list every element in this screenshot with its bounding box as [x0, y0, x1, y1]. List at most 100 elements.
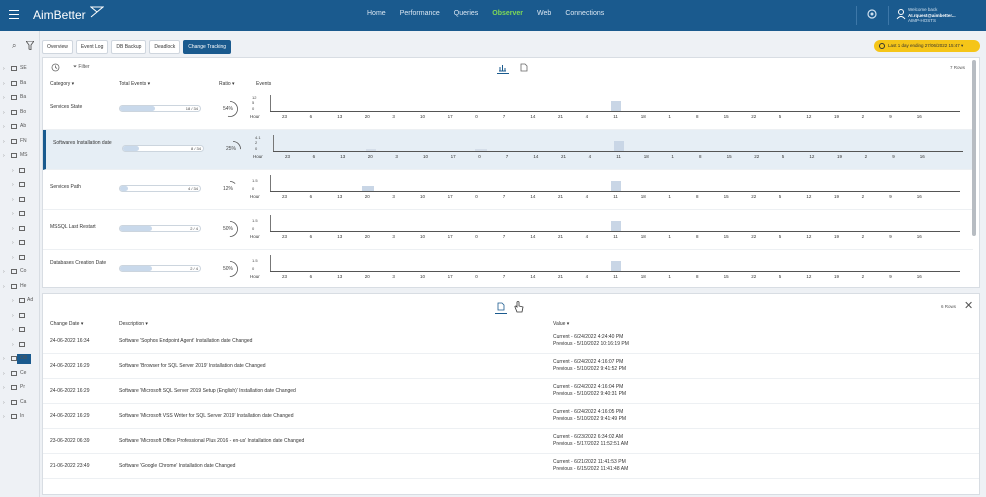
table-row[interactable]: 24-06-2022 16:29 Software 'Microsoft SQL …: [43, 379, 979, 404]
expand-chevron-icon[interactable]: ›: [12, 225, 14, 232]
column-header-value[interactable]: Value ▾: [553, 321, 570, 327]
event-bar[interactable]: [475, 149, 488, 151]
hamburger-menu-icon[interactable]: [9, 10, 19, 20]
category-row[interactable]: Databases Creation Date 2 / 4 50% 1.5 0 Hour 2…: [43, 250, 973, 290]
table-row[interactable]: 21-06-2022 23:49 Software 'Google Chrome'…: [43, 454, 979, 479]
expand-chevron-icon[interactable]: ›: [3, 109, 5, 116]
nav-web[interactable]: Web: [537, 10, 552, 17]
expand-chevron-icon[interactable]: ›: [12, 167, 14, 174]
expand-chevron-icon[interactable]: ›: [12, 327, 14, 333]
event-bar[interactable]: [611, 101, 622, 111]
event-bar[interactable]: [611, 261, 622, 271]
events-timeline-chart[interactable]: 1.5 0 Hour 23 6 13 20 3 10 17 0 7 14 21 4 11 18 1 8 15 22 5 12…: [250, 173, 962, 207]
expand-chevron-icon[interactable]: ›: [3, 138, 5, 145]
server-tree-item[interactable]: › SE: [0, 64, 40, 74]
expand-chevron-icon[interactable]: ›: [12, 254, 14, 261]
server-tree-item[interactable]: › Ca: [0, 398, 40, 408]
expand-chevron-icon[interactable]: ›: [12, 240, 14, 246]
column-header-description[interactable]: Description ▾: [119, 321, 148, 327]
server-tree-item[interactable]: ›: [0, 238, 40, 248]
nav-performance[interactable]: Performance: [399, 10, 440, 17]
expand-chevron-icon[interactable]: ›: [12, 211, 14, 217]
tab-overview[interactable]: Overview: [42, 40, 73, 54]
expand-chevron-icon[interactable]: ›: [12, 196, 14, 203]
events-timeline-chart[interactable]: 1.5 0 Hour 23 6 13 20 3 10 17 0 7 14 21 4 11 18 1 8 15 22 5 12…: [250, 213, 962, 247]
server-tree-item[interactable]: › Ab: [0, 122, 40, 132]
server-tree-item[interactable]: › Co: [0, 267, 40, 277]
export-document-icon[interactable]: [520, 63, 528, 72]
server-tree-item[interactable]: ›: [0, 325, 40, 335]
server-tree-item[interactable]: › FN: [0, 137, 40, 147]
server-tree-item[interactable]: › OB: [0, 354, 40, 364]
table-row[interactable]: 23-06-2022 06:39 Software 'Microsoft Offi…: [43, 429, 979, 454]
expand-chevron-icon[interactable]: ›: [3, 370, 5, 377]
events-timeline-chart[interactable]: 1.5 0 Hour 23 6 13 20 3 10 17 0 7 14 21 4 11 18 1 8 15 22 5 12…: [250, 253, 962, 287]
event-bar[interactable]: [614, 141, 625, 151]
expand-chevron-icon[interactable]: ›: [3, 385, 5, 391]
expand-chevron-icon[interactable]: ›: [12, 312, 14, 319]
event-bar[interactable]: [365, 149, 376, 151]
server-tree-item[interactable]: › Ad: [0, 296, 40, 306]
server-tree-item[interactable]: › Pr: [0, 383, 40, 393]
category-row[interactable]: Services State 18 / 34 54% 12 5 0 Hour 23 6 13 20 3…: [43, 90, 973, 130]
server-tree-item[interactable]: ›: [0, 166, 40, 176]
category-row[interactable]: Services Path 4 / 34 12% 1.5 0 Hour 23 6 13 20 3 10…: [43, 170, 973, 210]
welcome-block[interactable]: Welcome back AI.rquest@aimbetter... AIMP…: [908, 7, 980, 24]
expand-chevron-icon[interactable]: ›: [3, 66, 5, 72]
nav-observer[interactable]: Observer: [492, 10, 524, 17]
expand-chevron-icon[interactable]: ›: [3, 414, 5, 420]
server-tree-item[interactable]: ›: [0, 340, 40, 350]
vertical-scrollbar[interactable]: [972, 60, 976, 236]
expand-chevron-icon[interactable]: ›: [12, 341, 14, 348]
server-tree-item[interactable]: ›: [0, 253, 40, 263]
close-icon[interactable]: ✕: [964, 300, 974, 312]
nav-home[interactable]: Home: [367, 10, 386, 17]
column-header-total-events[interactable]: Total Events ▾: [119, 81, 151, 87]
server-tree-item[interactable]: › Ba: [0, 93, 40, 103]
events-timeline-chart[interactable]: 4.1 2 0 Hour 23 6 13 20 3 10 17 0 7 14 21 4 11 18 1 8 15 22 5 1…: [253, 133, 965, 167]
time-range-selector[interactable]: Last 1 day ending 27/06/2022 15:47 ▾: [874, 40, 980, 52]
column-header-change-date[interactable]: Change Date ▾: [50, 321, 84, 327]
expand-chevron-icon[interactable]: ›: [12, 298, 14, 304]
expand-chevron-icon[interactable]: ›: [3, 269, 5, 275]
server-tree-item[interactable]: ›: [0, 311, 40, 321]
expand-chevron-icon[interactable]: ›: [3, 283, 5, 290]
server-tree-item[interactable]: › Bo: [0, 108, 40, 118]
expand-chevron-icon[interactable]: ›: [3, 356, 5, 362]
event-bar[interactable]: [361, 186, 374, 191]
expand-chevron-icon[interactable]: ›: [3, 80, 5, 87]
server-tree-item[interactable]: ›: [0, 180, 40, 190]
filter-funnel-icon[interactable]: [26, 41, 34, 50]
category-row[interactable]: Softwares Installation date 8 / 34 25% 4.1 2…: [43, 130, 973, 170]
expand-chevron-icon[interactable]: ›: [12, 182, 14, 188]
nav-connections[interactable]: Connections: [565, 10, 605, 17]
table-row[interactable]: 24-06-2022 16:29 Software 'Microsoft VSS …: [43, 404, 979, 429]
server-tree-item[interactable]: › In: [0, 412, 40, 422]
expand-chevron-icon[interactable]: ›: [3, 95, 5, 101]
tab-change-tracking[interactable]: Change Tracking: [183, 40, 232, 54]
filter-button[interactable]: ⏷ Filter: [73, 64, 90, 70]
column-header-ratio[interactable]: Ratio ▾: [219, 81, 235, 87]
nav-queries[interactable]: Queries: [453, 10, 479, 17]
server-tree-item[interactable]: ›: [0, 195, 40, 205]
settings-gear-icon[interactable]: [866, 8, 878, 20]
category-row[interactable]: MSSQL Last Restart 2 / 4 50% 1.5 0 Hour 23 6 13 2…: [43, 210, 973, 250]
tab-deadlock[interactable]: Deadlock: [149, 40, 181, 54]
chart-view-icon[interactable]: [498, 63, 507, 72]
event-bar[interactable]: [611, 181, 622, 191]
table-row[interactable]: 24-06-2022 16:29 Software 'Browser for SQ…: [43, 354, 979, 379]
server-tree-item[interactable]: › MS: [0, 151, 40, 161]
expand-chevron-icon[interactable]: ›: [3, 124, 5, 130]
server-tree-item[interactable]: › Ba: [0, 79, 40, 89]
server-tree-item[interactable]: › He: [0, 282, 40, 292]
expand-chevron-icon[interactable]: ›: [3, 153, 5, 159]
server-tree-item[interactable]: ›: [0, 209, 40, 219]
table-view-icon[interactable]: [497, 302, 505, 311]
tab-db-backup[interactable]: DB Backup: [111, 40, 147, 54]
expand-chevron-icon[interactable]: ›: [3, 399, 5, 406]
tab-event-log[interactable]: Event Log: [75, 40, 109, 54]
server-tree-item[interactable]: ›: [0, 224, 40, 234]
table-row[interactable]: 24-06-2022 16:34 Software 'Sophos Endpoin…: [43, 329, 979, 354]
user-avatar-icon[interactable]: [896, 8, 906, 20]
column-header-category[interactable]: Category ▾: [50, 81, 75, 87]
